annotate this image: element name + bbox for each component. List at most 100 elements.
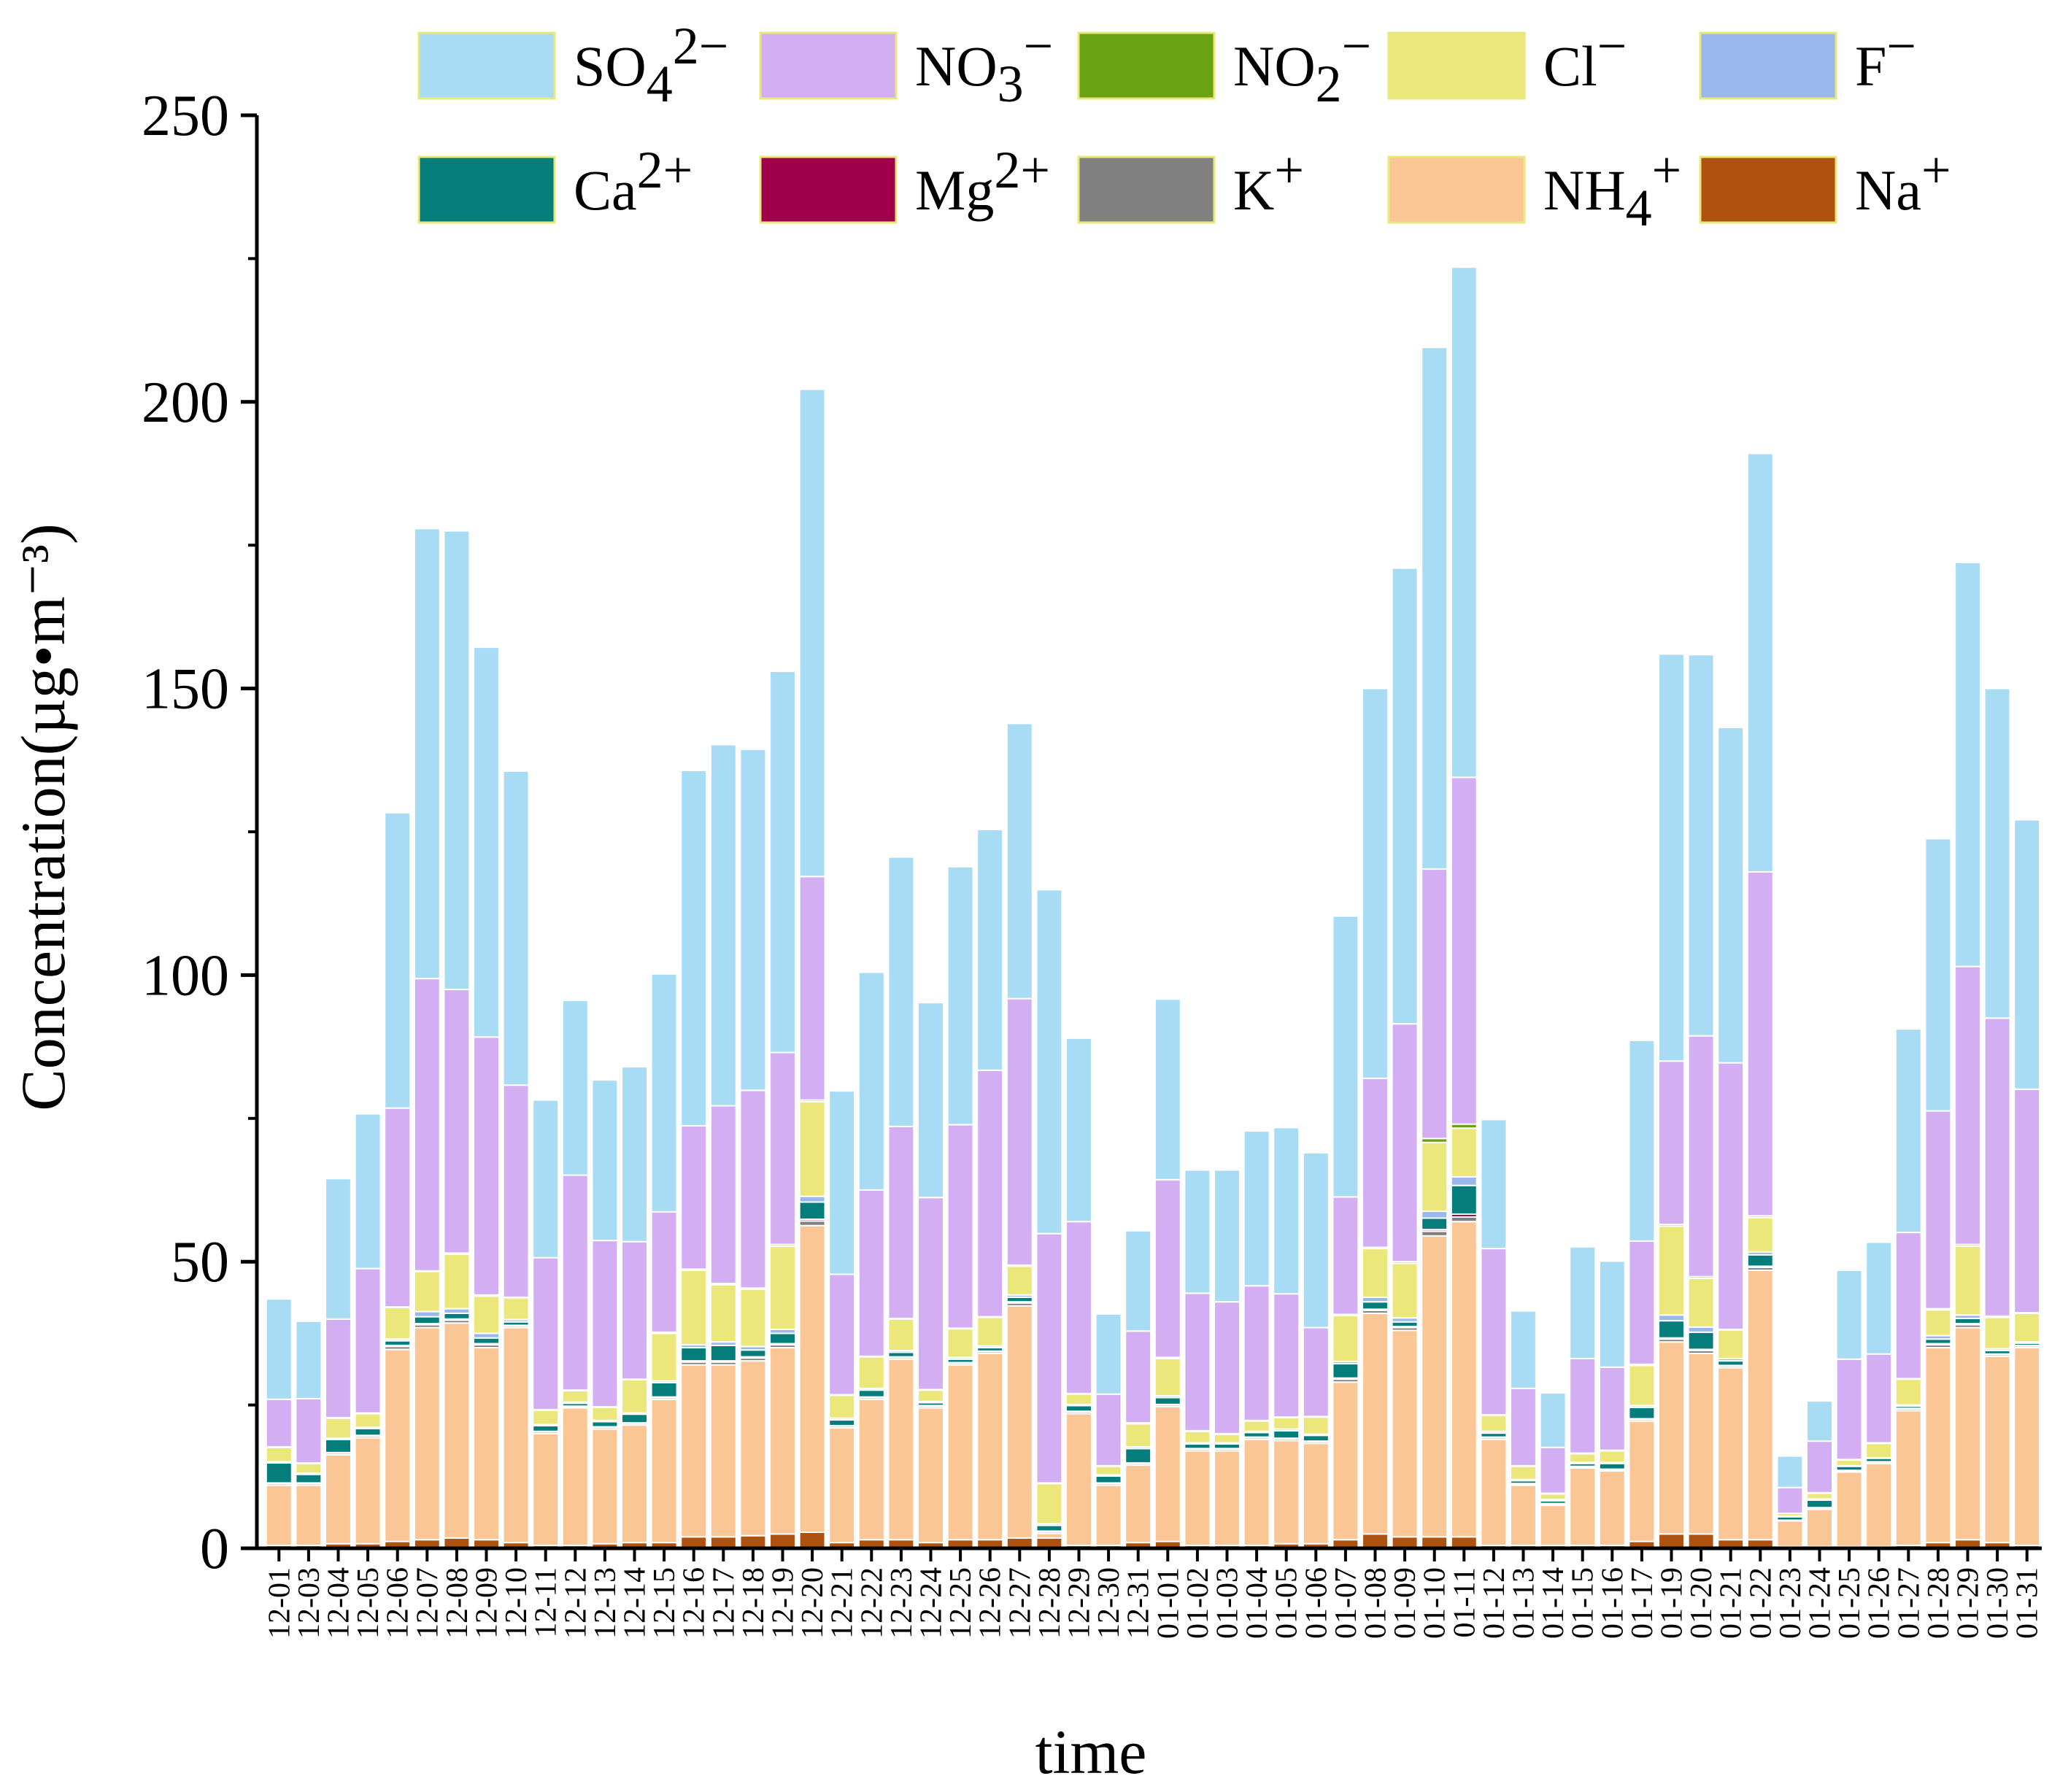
bar-segment-no3 <box>917 1197 944 1391</box>
bar-segment-so4 <box>1510 1310 1537 1389</box>
bar-segment-so4 <box>561 999 589 1176</box>
bar-segment-so4 <box>1894 1028 1922 1234</box>
legend-swatch-f <box>1699 31 1837 100</box>
bar-segment-nh4 <box>621 1424 648 1544</box>
bar-segment-cl <box>1835 1459 1863 1467</box>
y-axis-title: Concentration(µg•m⁻³) <box>8 523 78 1111</box>
bar-segment-ca <box>769 1332 796 1345</box>
bar-segment-cl <box>650 1332 678 1382</box>
x-tick-label: 12-15 <box>648 1567 682 1639</box>
x-tick-label: 12-29 <box>1063 1567 1097 1639</box>
x-tick-label: 12-19 <box>767 1567 801 1639</box>
bar-segment-so4 <box>1539 1392 1567 1448</box>
bar-segment-so4 <box>1924 838 1952 1112</box>
bar-segment-nh4 <box>1954 1326 1981 1541</box>
x-tick-label: 12-20 <box>796 1567 830 1639</box>
bar-segment-so4 <box>1569 1245 1597 1359</box>
bar-segment-nh4 <box>1095 1484 1122 1547</box>
legend-swatch-na <box>1699 155 1837 224</box>
bar-segment-no3 <box>650 1210 678 1333</box>
bar-segment-no3 <box>976 1069 1004 1318</box>
bar-segment-cl <box>1302 1416 1330 1435</box>
bar-segment-no3 <box>1658 1060 1685 1226</box>
bar-segment-so4 <box>2013 819 2041 1090</box>
legend-label-k: K+ <box>1233 141 1304 222</box>
bar-segment-no3 <box>1302 1326 1330 1418</box>
legend-label-so4: SO42− <box>574 17 728 113</box>
bar-segment-no3 <box>1391 1023 1419 1263</box>
bar-segment-nh4 <box>1421 1235 1448 1538</box>
bar-segment-nh4 <box>1687 1352 1715 1535</box>
bar-segment-no3 <box>1835 1358 1863 1461</box>
bar-segment-nh4 <box>1214 1450 1241 1547</box>
bar-segment-so4 <box>1806 1400 1833 1443</box>
x-tick-label: 01-09 <box>1389 1567 1422 1639</box>
legend-swatch-k <box>1077 155 1216 224</box>
bar-segment-nh4 <box>1302 1443 1330 1545</box>
bar-segment-f <box>1658 1314 1685 1322</box>
bar-segment-ca <box>1332 1363 1359 1379</box>
bar-segment-cl <box>857 1356 885 1389</box>
bar-segment-so4 <box>1214 1169 1241 1303</box>
y-tick-label: 50 <box>171 1230 229 1294</box>
bar-segment-no3 <box>1569 1357 1597 1454</box>
bar-segment-no3 <box>1450 776 1478 1125</box>
legend-swatch-ca <box>417 155 556 224</box>
bar-segment-so4 <box>887 856 915 1127</box>
bar-segment-cl <box>2013 1312 2041 1343</box>
x-tick-label: 01-07 <box>1330 1567 1363 1639</box>
bar-segment-ca <box>325 1438 352 1453</box>
x-tick-label: 12-01 <box>263 1567 296 1639</box>
legend-label-f: F− <box>1855 17 1916 98</box>
bar-segment-cl <box>1332 1315 1359 1362</box>
bar-segment-nh4 <box>976 1352 1004 1541</box>
legend-label-cl: Cl− <box>1543 17 1627 98</box>
bar-segment-so4 <box>1598 1260 1626 1368</box>
bar-segment-nh4 <box>680 1364 708 1538</box>
bar-segment-cl <box>1628 1364 1656 1407</box>
bar-segment-cl <box>1243 1420 1270 1432</box>
bar-segment-ca <box>1806 1499 1833 1509</box>
bar-segment-cl <box>1954 1245 1981 1316</box>
bar-segment-nh4 <box>650 1398 678 1544</box>
bar-segment-nh4 <box>1894 1410 1922 1547</box>
x-tick-label: 01-30 <box>1981 1567 2015 1639</box>
bar-segment-no3 <box>502 1084 530 1298</box>
x-tick-label: 12-10 <box>500 1567 533 1639</box>
bar-segment-ca <box>354 1427 382 1437</box>
bar-segment-no3 <box>946 1124 974 1329</box>
legend-label-ca: Ca2+ <box>574 141 693 222</box>
bar-segment-cl <box>1124 1423 1152 1448</box>
bar-segment-so4 <box>354 1113 382 1270</box>
bar-segment-cl <box>680 1269 708 1346</box>
x-tick-label: 12-21 <box>826 1567 860 1639</box>
bar-segment-so4 <box>413 528 441 980</box>
bar-segment-cl <box>1154 1357 1181 1397</box>
legend-swatch-no2 <box>1077 31 1216 100</box>
bar-segment-cl <box>532 1409 560 1426</box>
bar-segment-no3 <box>1214 1301 1241 1434</box>
bar-segment-so4 <box>1746 452 1774 873</box>
bar-segment-nh4 <box>1065 1413 1092 1547</box>
x-tick-label: 12-30 <box>1092 1567 1126 1639</box>
bar-segment-nh4 <box>1598 1469 1626 1547</box>
bar-segment-no3 <box>769 1051 796 1245</box>
bar-segment-ca <box>443 1312 471 1320</box>
bar-segment-nh4 <box>1362 1312 1389 1535</box>
bar-segment-cl <box>887 1318 915 1351</box>
bar-segment-nh4 <box>1184 1450 1211 1547</box>
bar-segment-cl <box>384 1307 412 1340</box>
bar-segment-so4 <box>1391 567 1419 1025</box>
bar-segment-ca <box>709 1344 737 1362</box>
bar-segment-nh4 <box>1332 1381 1359 1541</box>
bar-segment-ca <box>1421 1217 1448 1231</box>
bar-segment-so4 <box>1124 1229 1152 1332</box>
bar-segment-so4 <box>1332 915 1359 1198</box>
bar-segment-no3 <box>325 1318 352 1418</box>
bar-segment-no3 <box>1154 1178 1181 1359</box>
bar-segment-ca <box>591 1421 619 1428</box>
x-tick-label: 12-27 <box>1003 1567 1037 1639</box>
bar-segment-no3 <box>1954 965 1981 1245</box>
legend-label-mg: Mg2+ <box>915 141 1050 222</box>
